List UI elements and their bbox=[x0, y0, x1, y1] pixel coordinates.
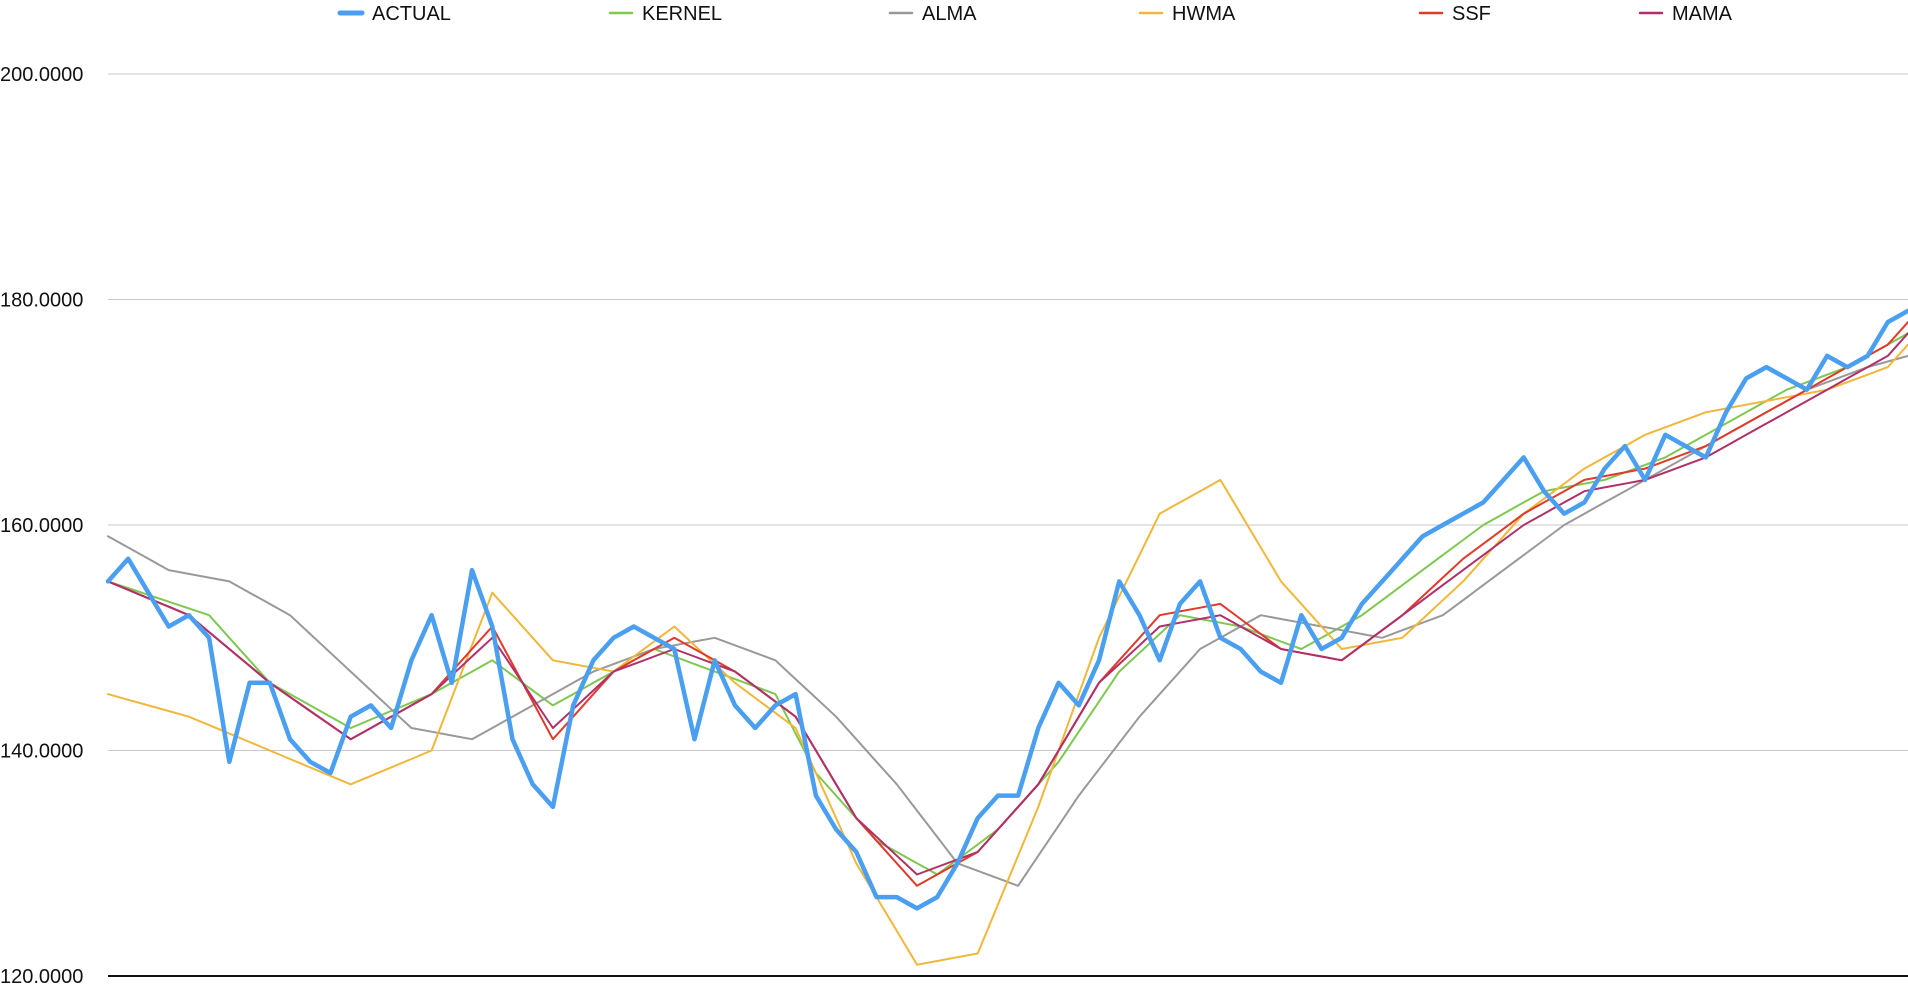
legend: ACTUAL KERNEL ALMA HWMA SSF MAMA bbox=[337, 3, 1733, 25]
legend-label-mama: MAMA bbox=[1672, 3, 1733, 25]
legend-label-ssf: SSF bbox=[1452, 3, 1491, 25]
series-line-kernel bbox=[107, 332, 1908, 876]
series-line-mama bbox=[107, 332, 1908, 876]
y-tick-label: 200.0000 bbox=[0, 64, 83, 86]
legend-label-alma: ALMA bbox=[922, 3, 977, 25]
legend-label-kernel: KERNEL bbox=[642, 3, 722, 25]
series-lines bbox=[105, 308, 1908, 966]
legend-label-hwma: HWMA bbox=[1172, 3, 1236, 25]
y-tick-label: 180.0000 bbox=[0, 290, 83, 312]
series-line-actual bbox=[105, 308, 1908, 911]
y-tick-label: 140.0000 bbox=[0, 741, 83, 763]
series-line-alma bbox=[107, 354, 1908, 887]
gridlines bbox=[108, 73, 1908, 977]
legend-label-actual: ACTUAL bbox=[372, 3, 451, 25]
series-line-hwma bbox=[107, 343, 1908, 966]
y-tick-label: 120.0000 bbox=[0, 966, 83, 988]
y-axis: 120.0000 140.0000 160.0000 180.0000 200.0000 bbox=[0, 64, 83, 988]
series-line-ssf bbox=[107, 321, 1908, 887]
y-tick-label: 160.0000 bbox=[0, 515, 83, 537]
